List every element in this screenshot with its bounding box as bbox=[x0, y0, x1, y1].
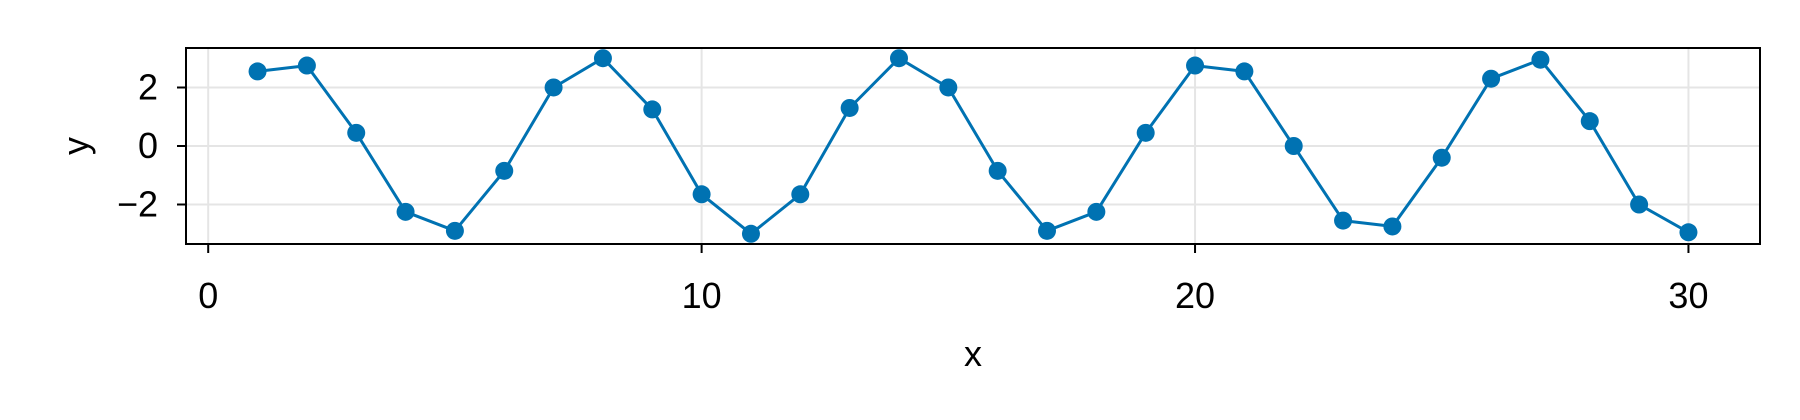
data-point bbox=[248, 62, 267, 81]
data-point bbox=[1136, 123, 1155, 142]
data-point bbox=[791, 185, 810, 204]
data-point bbox=[1432, 148, 1451, 167]
x-tick-label: 0 bbox=[198, 275, 218, 316]
data-point bbox=[1630, 195, 1649, 214]
data-point bbox=[593, 49, 612, 68]
data-point bbox=[495, 161, 514, 180]
x-tick-label: 10 bbox=[682, 275, 722, 316]
y-tick-label: −2 bbox=[117, 184, 158, 225]
data-point bbox=[643, 100, 662, 119]
data-point bbox=[692, 185, 711, 204]
data-point bbox=[1038, 221, 1057, 240]
data-point bbox=[889, 49, 908, 68]
y-axis-label: y bbox=[55, 137, 96, 155]
data-point bbox=[1383, 217, 1402, 236]
grid-lines bbox=[186, 48, 1760, 244]
data-point bbox=[297, 56, 316, 75]
data-point bbox=[741, 224, 760, 243]
data-point bbox=[1679, 223, 1698, 242]
series-line bbox=[257, 56, 1690, 236]
y-tick-label: 0 bbox=[138, 125, 158, 166]
data-point bbox=[1482, 69, 1501, 88]
data-point bbox=[1334, 211, 1353, 230]
x-axis-label: x bbox=[964, 333, 982, 374]
x-tick-label: 20 bbox=[1175, 275, 1215, 316]
tick-marks bbox=[177, 86, 1690, 253]
data-point bbox=[1235, 62, 1254, 81]
series-layer bbox=[248, 49, 1698, 243]
data-point bbox=[347, 123, 366, 142]
x-tick-label: 30 bbox=[1668, 275, 1708, 316]
y-tick-label: 2 bbox=[138, 66, 158, 107]
data-point bbox=[396, 202, 415, 221]
data-point bbox=[445, 221, 464, 240]
data-point bbox=[1284, 137, 1303, 155]
data-point bbox=[840, 98, 859, 117]
data-point bbox=[1531, 50, 1550, 69]
data-point bbox=[939, 78, 958, 97]
data-point bbox=[1186, 56, 1205, 75]
data-point bbox=[544, 78, 563, 97]
data-point bbox=[1580, 112, 1599, 131]
data-point bbox=[1087, 202, 1106, 221]
data-point bbox=[988, 161, 1007, 180]
